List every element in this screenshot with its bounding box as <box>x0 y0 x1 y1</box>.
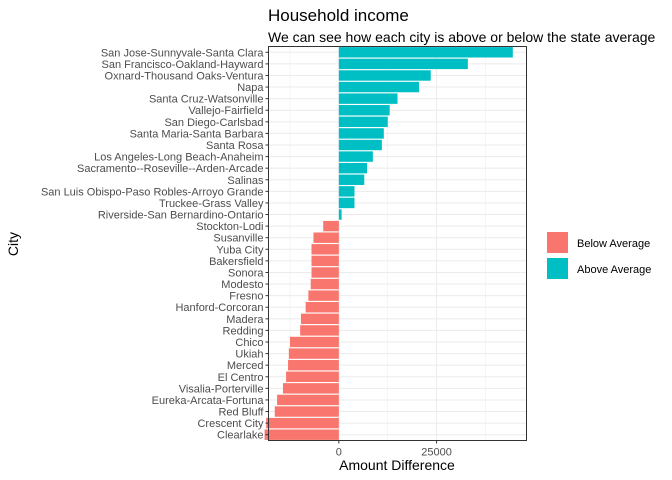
y-tick-label: Sonora <box>228 267 264 279</box>
y-tick-label: Truckee-Grass Valley <box>159 198 264 210</box>
y-tick-label: Red Bluff <box>218 407 264 419</box>
bar <box>338 47 513 58</box>
y-tick-label: Riverside-San Bernardino-Ontario <box>98 210 264 222</box>
bar <box>338 58 468 70</box>
bar <box>313 232 339 243</box>
y-tick-label: Sacramento--Roseville--Arden-Arcade <box>77 163 263 175</box>
y-tick-label: Vallejo-Fairfield <box>189 105 264 117</box>
bar <box>266 417 339 429</box>
x-axis: 0 25000 <box>336 440 452 459</box>
bar <box>300 313 339 325</box>
bar <box>286 371 339 382</box>
y-tick-label: Salinas <box>227 175 264 187</box>
legend-swatch <box>547 232 568 253</box>
bar <box>338 174 365 185</box>
y-tick-label: Madera <box>226 314 264 326</box>
y-tick-label: Crescent City <box>197 418 264 430</box>
bar <box>282 383 339 394</box>
bar <box>277 394 339 406</box>
bar <box>338 162 368 174</box>
y-tick-label: Merced <box>227 360 264 372</box>
legend-label: Below Average <box>577 238 650 250</box>
y-tick-label: Stockton-Lodi <box>196 221 263 233</box>
y-tick-label: Oxnard-Thousand Oaks-Ventura <box>105 70 265 82</box>
bar <box>338 116 388 128</box>
bar <box>338 186 355 197</box>
y-tick-label: Los Angeles-Long Beach-Anaheim <box>94 152 263 164</box>
bar <box>338 139 382 151</box>
legend-swatch <box>547 258 568 279</box>
y-tick-label: Hanford-Corcoran <box>175 302 263 314</box>
y-tick-label: Susanville <box>213 233 263 245</box>
bar <box>288 359 339 371</box>
bar <box>338 70 431 81</box>
bar <box>288 348 339 359</box>
y-tick-label: Redding <box>223 325 264 337</box>
bar <box>338 209 342 220</box>
bar <box>274 406 339 417</box>
bar <box>300 325 339 336</box>
chart-subtitle: We can see how each city is above or bel… <box>268 29 656 45</box>
bar <box>338 197 355 209</box>
y-tick-label: San Francisco-Oakland-Hayward <box>101 59 263 71</box>
y-tick-label: Santa Rosa <box>206 140 264 152</box>
y-tick-label: Clearlake <box>217 430 263 442</box>
y-tick-label: San Jose-Sunnyvale-Santa Clara <box>101 47 265 59</box>
chart-title: Household income <box>268 6 409 25</box>
y-tick-label: Modesto <box>221 279 263 291</box>
bar <box>264 429 339 440</box>
y-tick-label: San Luis Obispo-Paso Robles-Arroyo Grand… <box>41 186 264 198</box>
y-tick-label: Chico <box>235 337 263 349</box>
legend-label: Above Average <box>577 264 651 276</box>
x-axis-title: Amount Difference <box>339 457 455 473</box>
y-tick-label: Ukiah <box>235 349 263 361</box>
bar <box>305 302 339 313</box>
bar <box>338 105 390 116</box>
y-tick-label: Napa <box>237 82 264 94</box>
y-tick-label: San Diego-Carlsbad <box>164 117 263 129</box>
y-axis-title: City <box>5 232 21 256</box>
bar <box>338 151 373 162</box>
y-tick-label: Bakersfield <box>209 256 263 268</box>
bars-layer <box>264 47 513 440</box>
bar <box>338 81 419 93</box>
bar <box>338 93 398 104</box>
y-tick-label: El Centro <box>218 372 264 384</box>
bar <box>310 278 339 290</box>
y-tick-label: Santa Cruz-Watsonville <box>149 94 264 106</box>
y-tick-label: Visalia-Porterville <box>179 383 264 395</box>
bar <box>323 220 339 232</box>
plot-border <box>268 46 527 441</box>
bar <box>290 336 339 348</box>
x-tick-label: 25000 <box>421 447 452 459</box>
bar <box>311 244 339 255</box>
bar <box>338 128 384 139</box>
bar <box>311 255 339 267</box>
x-tick-label: 0 <box>336 447 342 459</box>
legend: Below Average Above Average <box>547 232 651 279</box>
y-tick-label: Santa Maria-Santa Barbara <box>130 128 265 140</box>
y-tick-label: Yuba City <box>216 244 264 256</box>
y-tick-label: Fresno <box>229 291 263 303</box>
y-tick-label: Eureka-Arcata-Fortuna <box>152 395 265 407</box>
bar <box>308 290 339 301</box>
bar <box>311 267 339 278</box>
